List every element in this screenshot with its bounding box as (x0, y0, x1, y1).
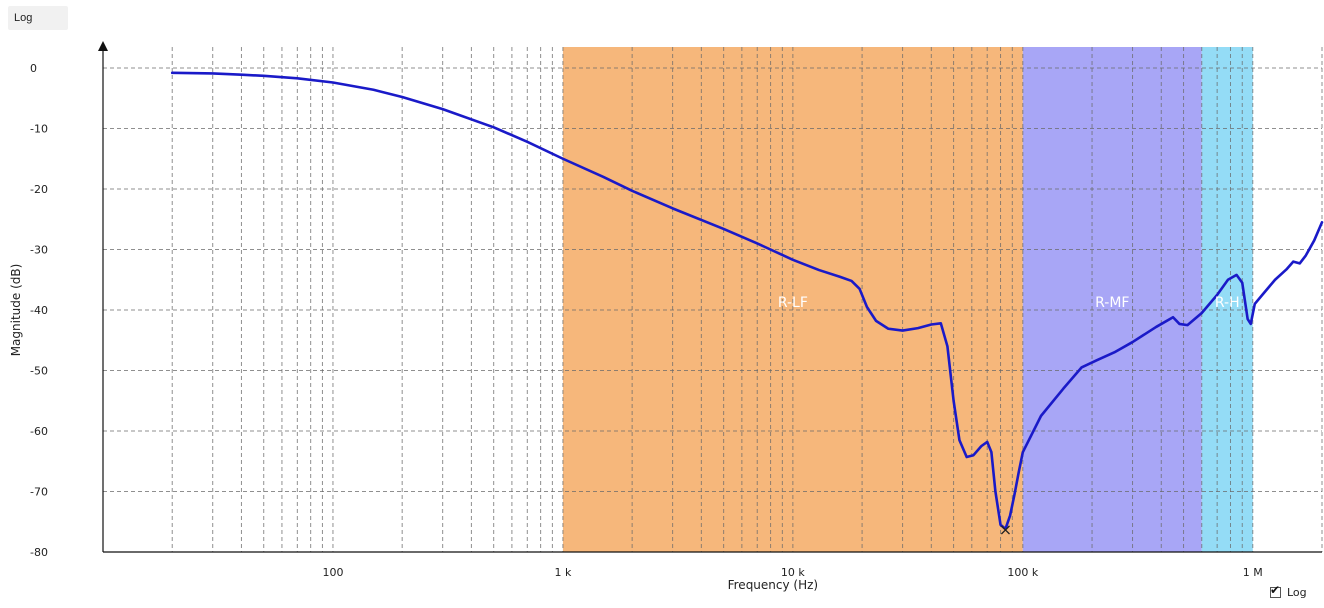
log-tab[interactable]: Log (8, 6, 68, 30)
region-label: R-H (1215, 295, 1240, 311)
y-axis-title: Magnitude (dB) (9, 264, 23, 357)
region-band (1022, 47, 1202, 552)
region-label: R-LF (778, 295, 808, 311)
y-tick-label: -30 (30, 244, 48, 257)
series-layer: × (170, 71, 1324, 539)
x-tick-label: 1 M (1243, 566, 1263, 579)
axes-layer (98, 41, 1322, 553)
y-tick-label: -80 (30, 546, 48, 559)
y-tick-label: 0 (30, 62, 37, 75)
x-tick-label: 1 k (554, 566, 571, 579)
log-checkbox-label: Log (1287, 586, 1307, 599)
y-axis-arrow-icon (98, 41, 108, 51)
y-tick-label: -40 (30, 304, 48, 317)
log-checkbox[interactable]: ✔ (1270, 583, 1281, 598)
min-marker-icon: × (999, 520, 1012, 539)
y-tick-label: -20 (30, 183, 48, 196)
y-tick-label: -70 (30, 486, 48, 499)
x-axis-title: Frequency (Hz) (728, 578, 819, 592)
log-toggle[interactable]: ✔ Log (1270, 583, 1307, 599)
log-tab-label: Log (14, 12, 33, 24)
magnitude-curve (170, 71, 1324, 531)
x-tick-label: 100 (322, 566, 343, 579)
y-tick-label: -50 (30, 365, 48, 378)
y-tick-label: -60 (30, 425, 48, 438)
regions-layer (562, 47, 1253, 552)
region-label: R-MF (1095, 295, 1129, 311)
labels-layer: 0 -10 -20 -30 -40 -50 -60 -70 -80 100 1 k 10 k 100 k… (30, 62, 1263, 579)
y-tick-label: -10 (30, 123, 48, 136)
x-tick-label: 100 k (1007, 566, 1038, 579)
x-tick-label: 10 k (781, 566, 805, 579)
checkmark-icon: ✔ (1270, 583, 1281, 597)
